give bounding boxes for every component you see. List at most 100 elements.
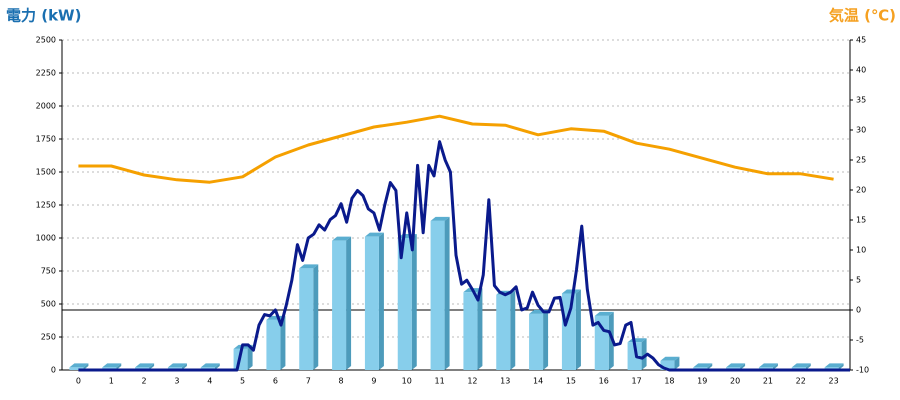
bar-top bbox=[561, 289, 581, 294]
bar-top bbox=[824, 363, 844, 368]
bar-side bbox=[181, 363, 187, 370]
x-tick-label: 10 bbox=[402, 377, 412, 386]
bar-side bbox=[510, 290, 516, 370]
y2-tick-label: -5 bbox=[856, 336, 864, 345]
y2-tick-label: 5 bbox=[856, 276, 861, 285]
bar bbox=[266, 319, 281, 370]
y-tick-label: 1250 bbox=[36, 201, 56, 210]
x-tick-label: 22 bbox=[796, 377, 806, 386]
y2-tick-label: 35 bbox=[856, 96, 866, 105]
x-tick-label: 5 bbox=[240, 377, 245, 386]
bar-side bbox=[608, 311, 614, 370]
bar-top bbox=[332, 236, 352, 241]
x-tick-label: 9 bbox=[371, 377, 376, 386]
bar-top bbox=[791, 363, 811, 368]
y-tick-label: 250 bbox=[41, 333, 56, 342]
bar-side bbox=[805, 363, 811, 370]
bar-side bbox=[740, 363, 746, 370]
bar-side bbox=[378, 232, 384, 370]
bar bbox=[561, 293, 576, 370]
bar-side bbox=[214, 363, 220, 370]
bar-side bbox=[575, 289, 581, 370]
bar-top bbox=[135, 363, 155, 368]
x-tick-label: 17 bbox=[631, 377, 641, 386]
x-tick-label: 2 bbox=[142, 377, 147, 386]
bar-top bbox=[299, 264, 319, 269]
x-tick-label: 1 bbox=[109, 377, 114, 386]
y-tick-label: 2500 bbox=[36, 36, 56, 45]
bar bbox=[660, 360, 675, 370]
bar bbox=[299, 268, 314, 370]
y-axis-title: 電力 (kW) bbox=[6, 7, 81, 25]
bar-side bbox=[247, 344, 253, 370]
bar-side bbox=[149, 363, 155, 370]
x-tick-label: 23 bbox=[828, 377, 838, 386]
y2-tick-label: 30 bbox=[856, 126, 866, 135]
x-tick-label: 21 bbox=[763, 377, 773, 386]
y2-tick-label: 45 bbox=[856, 36, 866, 45]
y-tick-label: 1750 bbox=[36, 135, 56, 144]
y-tick-label: 500 bbox=[41, 300, 56, 309]
y-tick-label: 750 bbox=[41, 267, 56, 276]
x-tick-label: 4 bbox=[207, 377, 212, 386]
y-tick-label: 1500 bbox=[36, 168, 56, 177]
x-tick-label: 6 bbox=[273, 377, 278, 386]
bar-side bbox=[313, 264, 319, 370]
bar-top bbox=[594, 311, 614, 316]
bar bbox=[430, 220, 445, 370]
y-tick-label: 2250 bbox=[36, 69, 56, 78]
x-tick-label: 19 bbox=[697, 377, 707, 386]
bar-top bbox=[660, 356, 680, 361]
bar-top bbox=[69, 363, 89, 368]
bar bbox=[627, 342, 642, 370]
bar-top bbox=[266, 315, 286, 320]
bar bbox=[332, 240, 347, 370]
bar-side bbox=[477, 288, 483, 370]
line bbox=[78, 140, 850, 372]
x-tick-label: 3 bbox=[174, 377, 179, 386]
x-tick-label: 14 bbox=[533, 377, 543, 386]
bar-side bbox=[674, 356, 680, 370]
x-tick-label: 15 bbox=[566, 377, 576, 386]
bar-side bbox=[772, 363, 778, 370]
bar bbox=[529, 313, 544, 370]
bar-top bbox=[758, 363, 778, 368]
bar-top bbox=[726, 363, 746, 368]
bar bbox=[364, 236, 379, 370]
bar-side bbox=[280, 315, 286, 370]
bar-side bbox=[838, 363, 844, 370]
y2-tick-label: 10 bbox=[856, 246, 866, 255]
y-tick-label: 1000 bbox=[36, 234, 56, 243]
y2-tick-label: 25 bbox=[856, 156, 866, 165]
bar-top bbox=[167, 363, 187, 368]
y2-tick-label: 20 bbox=[856, 186, 866, 195]
x-tick-label: 11 bbox=[434, 377, 444, 386]
y2-tick-label: 40 bbox=[856, 66, 866, 75]
x-tick-label: 8 bbox=[339, 377, 344, 386]
x-tick-label: 18 bbox=[664, 377, 674, 386]
bar-side bbox=[641, 338, 647, 370]
x-tick-label: 20 bbox=[730, 377, 740, 386]
bar-top bbox=[693, 363, 713, 368]
bar-top bbox=[102, 363, 122, 368]
x-tick-label: 13 bbox=[500, 377, 510, 386]
x-tick-label: 16 bbox=[599, 377, 609, 386]
bar-side bbox=[444, 216, 450, 370]
bar-top bbox=[430, 216, 450, 221]
y2-tick-label: -10 bbox=[856, 366, 869, 375]
x-tick-label: 7 bbox=[306, 377, 311, 386]
line bbox=[78, 114, 834, 184]
bar-side bbox=[346, 236, 352, 370]
bar-side bbox=[707, 363, 713, 370]
bar bbox=[463, 292, 478, 370]
bar bbox=[397, 238, 412, 370]
y2-tick-label: 0 bbox=[856, 306, 861, 315]
bar bbox=[496, 294, 511, 370]
y-tick-label: 2000 bbox=[36, 102, 56, 111]
bar-top bbox=[200, 363, 220, 368]
y-tick-label: 0 bbox=[51, 366, 56, 375]
y2-axis-title: 気温 (℃) bbox=[829, 7, 896, 25]
x-tick-label: 0 bbox=[76, 377, 81, 386]
bar-side bbox=[116, 363, 122, 370]
